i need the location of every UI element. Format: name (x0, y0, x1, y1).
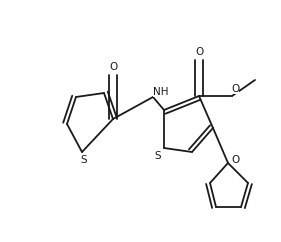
Text: O: O (195, 47, 203, 57)
Text: O: O (231, 155, 239, 165)
Text: S: S (81, 155, 87, 165)
Text: O: O (231, 84, 239, 94)
Text: O: O (109, 62, 117, 72)
Text: NH: NH (153, 87, 169, 97)
Text: S: S (155, 151, 161, 161)
